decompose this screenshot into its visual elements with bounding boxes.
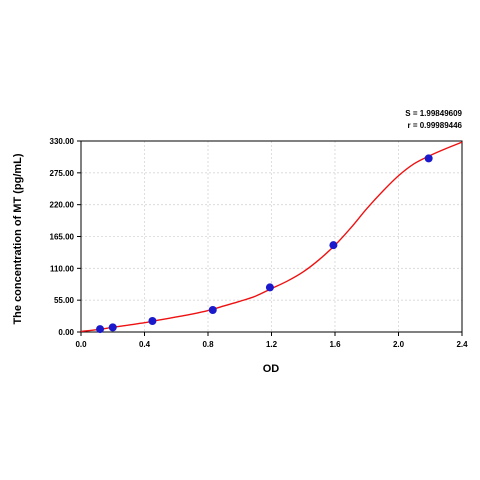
data-point	[208, 306, 217, 315]
x-tick-label: 0.8	[202, 340, 214, 349]
x-axis-ticks: 0.0 0.4 0.8 1.2 1.6 2.0 2.4	[75, 332, 468, 349]
data-point	[108, 323, 117, 332]
fit-statistic-s: S = 1.99849609	[405, 109, 462, 118]
data-point	[265, 283, 274, 292]
data-point	[148, 317, 157, 326]
series-layer	[80, 141, 463, 334]
data-point	[424, 154, 433, 163]
y-tick-label: 110.00	[50, 264, 75, 273]
y-tick-label: 275.00	[50, 169, 75, 178]
y-axis-ticks: 0.00 55.00 110.00 165.00 220.00 275.00 330.00	[50, 137, 81, 337]
x-tick-label: 1.2	[266, 340, 278, 349]
y-axis-title: The concentration of MT (pg/mL)	[12, 153, 24, 324]
x-tick-label: 0.0	[75, 340, 87, 349]
fit-statistic-r: r = 0.99989446	[408, 121, 463, 130]
grid	[81, 141, 462, 332]
data-point	[96, 325, 105, 334]
y-tick-label: 55.00	[54, 296, 75, 305]
data-point	[329, 241, 338, 250]
y-tick-label: 0.00	[58, 328, 74, 337]
x-tick-label: 2.0	[393, 340, 405, 349]
y-tick-label: 220.00	[50, 201, 75, 210]
x-tick-label: 2.4	[456, 340, 468, 349]
y-tick-label: 330.00	[50, 137, 75, 146]
x-tick-label: 0.4	[139, 340, 151, 349]
x-tick-label: 1.6	[329, 340, 341, 349]
y-tick-label: 165.00	[50, 233, 75, 242]
x-axis-title: OD	[263, 363, 280, 375]
